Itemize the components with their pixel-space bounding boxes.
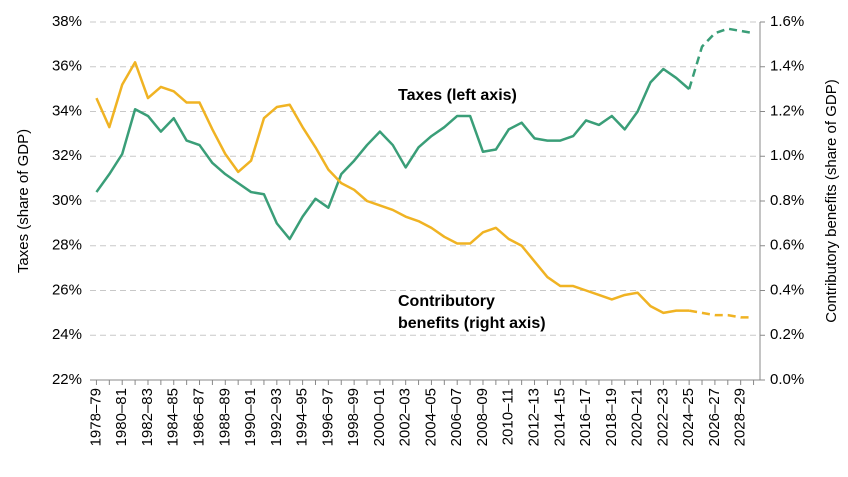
x-tick-label: 1990–91 (242, 388, 259, 446)
x-tick-label: 1980–81 (113, 388, 130, 446)
y-tick-label: 38% (52, 13, 82, 30)
x-tick-label: 1992–93 (268, 388, 285, 446)
x-tick-label: 2006–07 (448, 388, 465, 446)
x-tick-label: 2010–11 (500, 388, 517, 445)
y2-tick-label: 0.6% (770, 237, 804, 254)
x-tick-label: 2002–03 (397, 388, 414, 446)
y-tick-label: 28% (52, 237, 82, 254)
y2-tick-label: 0.4% (770, 281, 804, 298)
x-tick-label: 1978–79 (87, 388, 104, 446)
x-tick-label: 2016–17 (577, 388, 594, 446)
x-tick-label: 1982–83 (139, 388, 156, 446)
x-tick-label: 1988–89 (216, 388, 233, 446)
y-axis-title: Taxes (share of GDP) (15, 129, 32, 273)
y-tick-label: 22% (52, 371, 82, 388)
x-tick-label: 2022–23 (654, 388, 671, 446)
x-tick-label: 2014–15 (551, 388, 568, 446)
x-tick-label: 2028–29 (732, 388, 749, 446)
x-tick-label: 1996–97 (319, 388, 336, 446)
x-tick-label: 1994–95 (294, 388, 311, 446)
y2-tick-label: 1.2% (770, 102, 804, 119)
projection-line (687, 27, 754, 90)
y-tick-label: 34% (52, 102, 82, 119)
series-annotation: benefits (right axis) (398, 315, 546, 332)
data-line (95, 61, 690, 315)
x-tick-label: 2012–13 (525, 388, 542, 446)
x-tick-label: 2024–25 (680, 388, 697, 446)
x-tick-label: 2026–27 (706, 388, 723, 446)
series-annotation: Contributory (398, 293, 495, 310)
y2-tick-label: 1.0% (770, 147, 804, 164)
x-tick-label: 1986–87 (190, 388, 207, 446)
x-tick-label: 1998–99 (345, 388, 362, 446)
x-tick-label: 2020–21 (629, 388, 646, 446)
y-tick-label: 26% (52, 281, 82, 298)
y2-axis-title: Contributory benefits (share of GDP) (823, 79, 840, 322)
series-annotation: Taxes (left axis) (398, 87, 517, 104)
y2-tick-label: 0.2% (770, 326, 804, 343)
x-tick-label: 2000–01 (371, 388, 388, 446)
x-tick-label: 2008–09 (474, 388, 491, 446)
y-tick-label: 24% (52, 326, 82, 343)
y2-tick-label: 1.4% (770, 58, 804, 75)
x-tick-label: 2004–05 (422, 388, 439, 446)
y2-tick-label: 1.6% (770, 13, 804, 30)
projection-line (688, 309, 754, 319)
y-tick-label: 32% (52, 147, 82, 164)
y-tick-label: 30% (52, 192, 82, 209)
y2-tick-label: 0.0% (770, 371, 804, 388)
y-tick-label: 36% (52, 58, 82, 75)
y2-tick-label: 0.8% (770, 192, 804, 209)
x-tick-label: 2018–19 (603, 388, 620, 446)
data-line (95, 67, 690, 241)
x-tick-label: 1984–85 (165, 388, 182, 446)
